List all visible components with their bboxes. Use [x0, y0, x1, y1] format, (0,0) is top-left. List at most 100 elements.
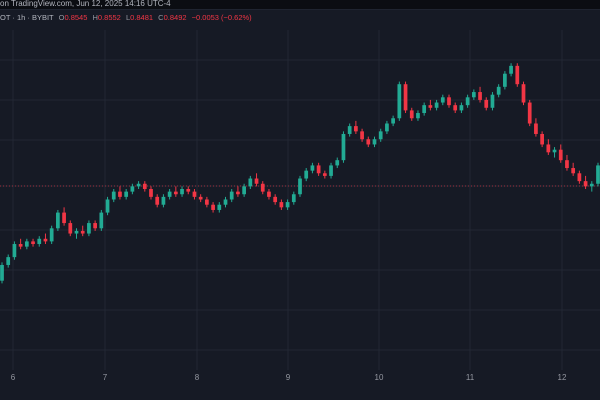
- candle-body: [534, 123, 538, 134]
- grid: [0, 30, 600, 370]
- candle-body: [422, 105, 427, 114]
- candle: [434, 99, 439, 111]
- candle: [316, 162, 321, 176]
- candle-body: [167, 191, 172, 197]
- candle: [471, 89, 476, 100]
- candle-body: [409, 110, 414, 119]
- candle-body: [248, 178, 253, 187]
- candle-body: [155, 196, 160, 205]
- candle: [403, 81, 408, 114]
- candle: [186, 186, 191, 195]
- candle-body: [577, 173, 582, 182]
- candle-body: [242, 186, 246, 195]
- candle-body: [447, 97, 451, 106]
- candle-body: [596, 165, 600, 184]
- candle-body: [521, 84, 526, 103]
- candle: [354, 120, 358, 134]
- candle-body: [565, 160, 569, 169]
- candle: [322, 170, 327, 179]
- candle-body: [0, 264, 4, 281]
- candle: [577, 170, 582, 184]
- candle: [192, 189, 197, 200]
- candle-body: [18, 244, 23, 247]
- candle: [546, 139, 551, 155]
- candle-body: [509, 65, 513, 74]
- candle-body: [291, 194, 296, 203]
- candle-body: [478, 92, 482, 100]
- high-value: 0.8552: [97, 13, 121, 22]
- candle: [391, 115, 395, 127]
- candle: [304, 168, 309, 182]
- candle: [409, 107, 414, 121]
- candle-body: [180, 189, 184, 195]
- candle: [310, 162, 315, 174]
- published-caption: on TradingView.com, Jun 12, 2025 14:16 U…: [0, 0, 171, 8]
- symbol-label: OT · 1h · BYBIT: [0, 13, 54, 22]
- close-value: 0.8492: [163, 13, 187, 22]
- candle-body: [142, 183, 147, 189]
- candle: [167, 189, 172, 200]
- candle: [111, 189, 116, 203]
- candle-body: [31, 241, 35, 245]
- candle-body: [279, 202, 284, 208]
- candle: [552, 147, 557, 158]
- candle-body: [99, 212, 104, 229]
- candle: [124, 189, 129, 200]
- candle: [99, 209, 104, 231]
- candle-body: [205, 199, 209, 205]
- candle: [37, 236, 42, 247]
- candle-body: [385, 123, 389, 132]
- candle-body: [267, 191, 271, 197]
- high-key: H: [92, 13, 98, 22]
- candle: [341, 131, 346, 163]
- candle: [291, 191, 296, 205]
- top-bar: on TradingView.com, Jun 12, 2025 14:16 U…: [0, 0, 600, 10]
- candle: [43, 233, 48, 245]
- candle: [242, 183, 246, 197]
- candle: [236, 186, 240, 197]
- candle: [428, 99, 433, 111]
- candle: [347, 123, 352, 137]
- candle-body: [552, 149, 557, 153]
- candle: [596, 162, 600, 187]
- candle: [68, 220, 73, 237]
- candle-body: [304, 170, 309, 179]
- candle-body: [540, 133, 544, 145]
- candle: [229, 189, 234, 203]
- candle-body: [434, 102, 439, 108]
- x-tick-label: 8: [195, 373, 200, 382]
- candle-body: [583, 181, 588, 187]
- candle-body: [571, 168, 576, 174]
- candle: [6, 254, 11, 268]
- candle-body: [236, 191, 240, 195]
- candle: [279, 199, 284, 210]
- candle-body: [546, 144, 551, 153]
- candle: [260, 181, 265, 195]
- low-key: L: [125, 13, 131, 22]
- open-value: 0.8545: [64, 13, 88, 22]
- candle: [453, 102, 458, 114]
- candle-body: [68, 223, 73, 234]
- candle-body: [192, 191, 197, 197]
- candle: [273, 194, 278, 205]
- candle: [335, 157, 340, 169]
- candle: [24, 238, 29, 250]
- candle: [180, 186, 184, 197]
- candle-body: [217, 204, 222, 210]
- candle-body: [428, 105, 433, 108]
- candle: [173, 186, 178, 197]
- candle: [298, 175, 302, 197]
- candle: [534, 118, 538, 137]
- x-axis: 6 7 8 9 10 11 12: [11, 373, 567, 382]
- candle: [360, 128, 364, 142]
- candle-body: [397, 84, 402, 119]
- candle: [93, 220, 97, 231]
- candle-body: [37, 238, 42, 245]
- candle-body: [198, 196, 203, 200]
- candle: [527, 99, 532, 127]
- candle-body: [310, 165, 315, 171]
- x-tick-label: 6: [11, 373, 16, 382]
- candle: [136, 181, 141, 189]
- candle-body: [360, 131, 364, 140]
